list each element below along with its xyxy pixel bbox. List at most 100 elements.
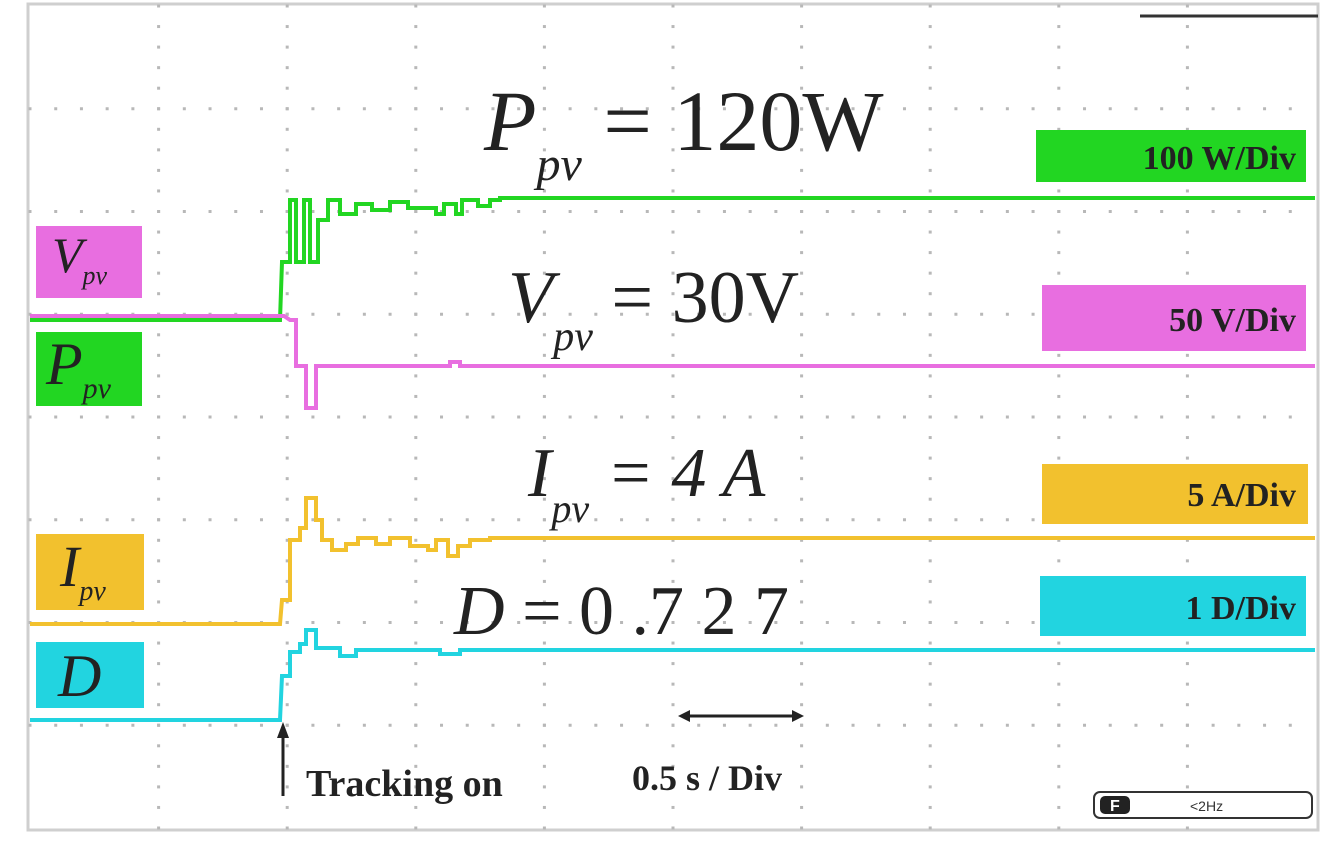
grid-dot <box>928 682 932 686</box>
grid-dot <box>671 66 675 70</box>
grid-dot <box>414 148 418 152</box>
grid-dot <box>1185 826 1189 830</box>
grid-dot <box>671 805 675 809</box>
grid-dot <box>414 394 418 398</box>
grid-dot <box>800 579 804 583</box>
grid-dot <box>980 107 984 111</box>
grid-dot <box>542 4 546 8</box>
grid-dot <box>722 210 726 213</box>
power-annotation: Ppv = 120W <box>483 73 884 191</box>
grid-dot <box>1185 559 1189 563</box>
grid-dot <box>851 621 855 624</box>
grid-dot <box>800 210 804 213</box>
grid-dot <box>414 703 418 707</box>
grid-dot <box>800 230 804 234</box>
grid-dot <box>182 210 186 213</box>
grid-dot <box>1185 127 1189 131</box>
grid-dot <box>928 723 932 727</box>
duty-tag-main: D <box>57 643 101 709</box>
grid-dot <box>542 86 546 90</box>
grid-dot <box>28 518 32 522</box>
grid-dot <box>542 538 546 542</box>
grid-dot <box>1185 744 1189 748</box>
duty-channel-tag: D <box>36 642 144 709</box>
grid-dot <box>414 86 418 90</box>
grid-dot <box>1031 312 1035 316</box>
grid-dot <box>594 312 598 316</box>
grid-dot <box>465 312 469 316</box>
grid-dot <box>28 210 32 213</box>
grid-dot <box>928 251 932 255</box>
grid-dot <box>671 744 675 748</box>
grid-dot <box>542 621 546 624</box>
duty-trace <box>30 628 1315 722</box>
grid-dot <box>157 333 161 337</box>
grid-dot <box>800 600 804 604</box>
grid-dot <box>1057 662 1061 666</box>
grid-dot <box>928 66 932 70</box>
grid-dot <box>285 538 289 542</box>
grid-dot <box>774 621 778 624</box>
grid-dot <box>1057 4 1061 8</box>
grid-dot <box>697 107 701 111</box>
grid-dot <box>157 682 161 686</box>
grid-dot <box>388 723 392 727</box>
grid-dot <box>337 415 341 419</box>
grid-dot <box>259 210 263 213</box>
grid-dot <box>594 210 598 213</box>
grid-dot <box>1160 210 1164 213</box>
grid-dot <box>1083 107 1087 111</box>
grid-dot <box>671 703 675 707</box>
duty-scale-label: 1 D/Div <box>1186 590 1297 627</box>
grid-dot <box>285 764 289 768</box>
power-annotation-rest: = 120W <box>582 73 884 169</box>
grid-dot <box>285 415 289 419</box>
svg-text:D = 0 .7 2 7: D = 0 .7 2 7 <box>453 573 789 650</box>
grid-dot <box>1185 251 1189 255</box>
grid-dot <box>671 826 675 830</box>
grid-dot <box>362 415 366 419</box>
grid-dot <box>517 621 521 624</box>
grid-dot <box>902 415 906 419</box>
grid-dot <box>1057 785 1061 789</box>
grid-dot <box>671 600 675 604</box>
grid-dot <box>800 497 804 501</box>
grid-dot <box>542 805 546 809</box>
grid-dot <box>697 621 701 624</box>
grid-dot <box>877 621 881 624</box>
grid-dot <box>285 703 289 707</box>
grid-dot <box>1057 436 1061 440</box>
grid-dot <box>1237 210 1241 213</box>
grid-dot <box>800 107 804 111</box>
grid-dot <box>491 210 495 213</box>
grid-dot <box>542 66 546 70</box>
grid-dot <box>671 45 675 49</box>
grid-dot <box>1288 415 1292 419</box>
grid-dot <box>208 723 212 727</box>
grid-dot <box>851 210 855 213</box>
grid-dot <box>1057 210 1061 213</box>
grid-dot <box>311 621 315 624</box>
grid-dot <box>54 107 58 111</box>
grid-dot <box>542 210 546 213</box>
grid-dot <box>182 107 186 111</box>
grid-dot <box>1263 723 1267 727</box>
grid-dot <box>157 600 161 604</box>
status-panel <box>1093 791 1313 819</box>
duty-annotation: D = 0 .7 2 7 <box>453 573 789 650</box>
grid-dot <box>954 312 958 316</box>
grid-dot <box>157 45 161 49</box>
grid-dot <box>800 45 804 49</box>
grid-dot <box>800 127 804 131</box>
grid-dot <box>928 703 932 707</box>
grid-dot <box>542 127 546 131</box>
duty-annotation-main: D <box>453 573 505 650</box>
grid-dot <box>79 415 83 419</box>
grid-dot <box>928 271 932 275</box>
grid-dot <box>157 86 161 90</box>
voltage-annotation: Vpv = 30V <box>508 257 799 360</box>
grid-dot <box>542 826 546 830</box>
grid-dot <box>542 251 546 255</box>
grid-dot <box>182 518 186 522</box>
grid-dot <box>285 436 289 440</box>
